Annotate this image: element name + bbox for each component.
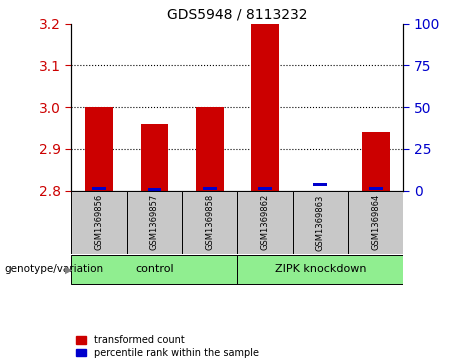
- Bar: [293, 191, 348, 254]
- Bar: [85, 107, 113, 191]
- Bar: [348, 191, 403, 254]
- Bar: [362, 132, 390, 191]
- Bar: [313, 183, 327, 186]
- Bar: [237, 255, 403, 284]
- Bar: [148, 188, 161, 191]
- Bar: [127, 191, 182, 254]
- Bar: [182, 191, 237, 254]
- Text: control: control: [135, 264, 174, 274]
- Bar: [141, 124, 168, 191]
- Bar: [369, 187, 383, 190]
- Bar: [196, 107, 224, 191]
- Text: GSM1369862: GSM1369862: [260, 194, 270, 250]
- Bar: [251, 24, 279, 191]
- Text: genotype/variation: genotype/variation: [5, 264, 104, 274]
- Text: GSM1369857: GSM1369857: [150, 194, 159, 250]
- Title: GDS5948 / 8113232: GDS5948 / 8113232: [167, 7, 307, 21]
- Bar: [258, 187, 272, 189]
- Text: GSM1369864: GSM1369864: [371, 194, 380, 250]
- Bar: [71, 255, 237, 284]
- Bar: [92, 187, 106, 190]
- Text: GSM1369858: GSM1369858: [205, 194, 214, 250]
- Bar: [71, 191, 127, 254]
- Text: GSM1369863: GSM1369863: [316, 194, 325, 250]
- Text: GSM1369856: GSM1369856: [95, 194, 104, 250]
- Bar: [203, 187, 217, 190]
- Bar: [237, 191, 293, 254]
- Text: ZIPK knockdown: ZIPK knockdown: [275, 264, 366, 274]
- Text: ▶: ▶: [65, 264, 73, 274]
- Legend: transformed count, percentile rank within the sample: transformed count, percentile rank withi…: [77, 335, 259, 358]
